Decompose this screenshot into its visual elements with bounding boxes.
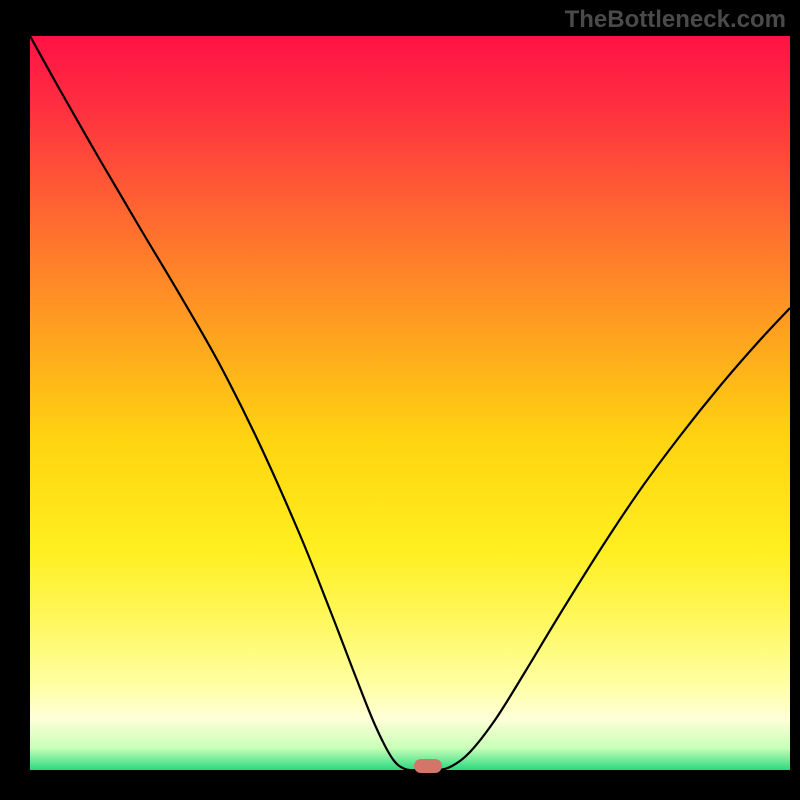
- plot-gradient-area: [30, 36, 790, 770]
- chart-container: TheBottleneck.com: [0, 0, 800, 800]
- watermark-text: TheBottleneck.com: [565, 6, 786, 34]
- bottleneck-chart: [0, 0, 800, 800]
- optimal-marker: [414, 759, 442, 773]
